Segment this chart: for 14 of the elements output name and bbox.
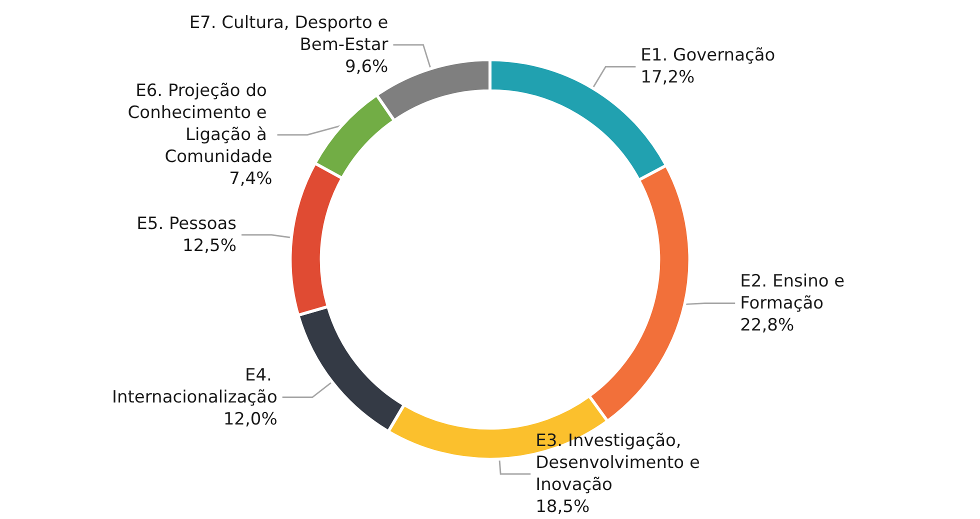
data-label: 22,8%: [740, 315, 794, 336]
data-label: 9,6%: [345, 56, 388, 77]
slice-label: E4. Internacionalização: [112, 365, 278, 408]
data-label: 17,2%: [640, 68, 695, 88]
data-label: 12,5%: [182, 236, 237, 256]
slice-label: E6. Projeção do Conhecimento e Ligação à Comunidade: [128, 80, 272, 167]
data-label: 18,5%: [536, 497, 590, 517]
slice-label: E2. Ensino e Formação: [740, 271, 850, 314]
slice-label: E5. Pessoas: [136, 214, 237, 234]
slice-label: E1. Governação: [640, 46, 776, 66]
data-label: 7,4%: [229, 168, 272, 189]
slice-label: E3. Investigação, Desenvolvimento e Inovação: [536, 431, 706, 495]
data-label: 12,0%: [223, 409, 278, 430]
slice-label: E7. Cultura, Desporto e Bem-Estar: [189, 12, 388, 55]
